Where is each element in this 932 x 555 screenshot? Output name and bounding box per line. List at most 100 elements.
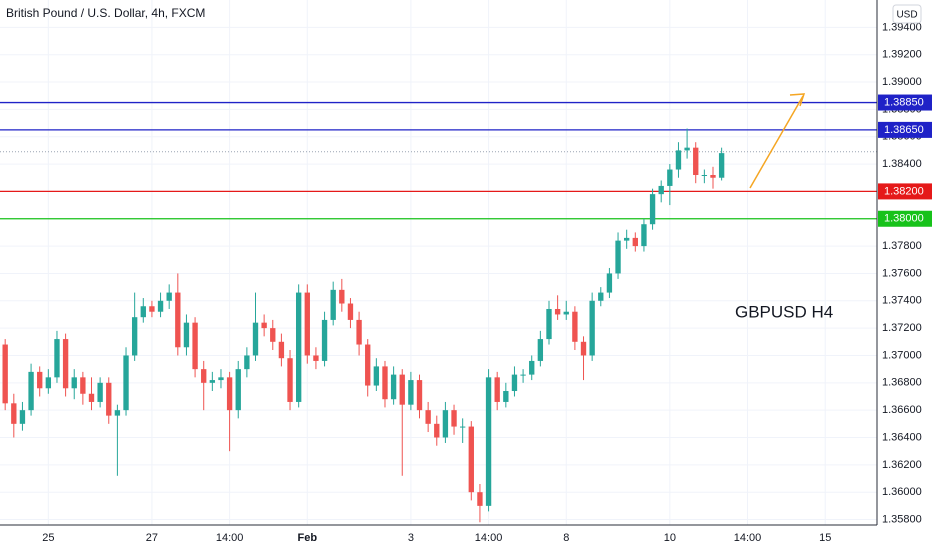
candle-body xyxy=(580,341,587,356)
candle-body xyxy=(425,410,431,424)
candle-body xyxy=(71,377,77,389)
candle-body xyxy=(149,306,155,312)
y-tick-label: 1.38400 xyxy=(882,158,922,170)
candle-body xyxy=(192,322,198,370)
candle-body xyxy=(175,292,181,348)
candle-body xyxy=(710,175,716,178)
y-tick-label: 1.36400 xyxy=(882,431,922,443)
price-axis-bg xyxy=(877,0,932,550)
x-tick-label: Feb xyxy=(298,532,318,544)
candle-body xyxy=(97,382,103,402)
candle-body xyxy=(295,292,302,402)
candles xyxy=(2,128,725,523)
candle-body xyxy=(572,311,578,342)
x-tick-label: 15 xyxy=(819,532,831,544)
y-tick-label: 1.37800 xyxy=(882,240,922,252)
y-tick-label: 1.37400 xyxy=(882,295,922,307)
arrow-head xyxy=(789,93,806,107)
candle-body xyxy=(718,153,725,178)
currency-label[interactable]: USD xyxy=(896,10,917,21)
candle-body xyxy=(451,410,457,427)
candle-body xyxy=(80,377,86,394)
candle-body xyxy=(252,322,259,356)
candle-body xyxy=(157,300,164,312)
candle-body xyxy=(287,358,293,402)
candle-body xyxy=(339,289,345,304)
x-tick-label: 14:00 xyxy=(216,532,244,544)
candle-body xyxy=(235,369,241,411)
level-label: 1.38650 xyxy=(884,124,924,136)
y-tick-label: 1.36600 xyxy=(882,404,922,416)
candle-body xyxy=(693,147,699,175)
candle-body xyxy=(19,410,26,424)
candle-body xyxy=(226,377,233,411)
level-tag xyxy=(878,94,932,111)
candle-body xyxy=(114,410,121,416)
candle-body xyxy=(183,322,190,348)
level-tag xyxy=(878,183,932,200)
candle-body xyxy=(382,366,388,400)
annotation: GBPUSD H4 xyxy=(735,302,833,321)
candle-body xyxy=(54,339,60,378)
candle-body xyxy=(261,322,267,329)
candle-body xyxy=(442,410,449,438)
y-tick-label: 1.36000 xyxy=(882,486,922,498)
candle-body xyxy=(356,319,362,345)
level-label: 1.38850 xyxy=(884,96,924,108)
candle-body xyxy=(347,303,354,320)
candle-body xyxy=(270,328,276,342)
candle-body xyxy=(598,292,604,301)
currency-button[interactable] xyxy=(892,4,922,24)
candle-body xyxy=(209,380,216,383)
candle-body xyxy=(304,292,310,356)
candle-body xyxy=(606,273,613,293)
candle-body xyxy=(434,423,440,438)
candle-body xyxy=(313,355,319,361)
candle-body xyxy=(477,492,483,506)
candle-body xyxy=(563,311,569,315)
level-label: 1.38200 xyxy=(884,185,924,197)
candle-body xyxy=(649,194,656,225)
candle-body xyxy=(365,344,371,386)
candle-body xyxy=(45,377,52,389)
trend-arrow xyxy=(749,95,804,189)
candle-body xyxy=(278,341,285,359)
candle-body xyxy=(503,391,509,402)
x-tick-label: 14:00 xyxy=(734,532,762,544)
candle-body xyxy=(675,150,682,170)
candle-body xyxy=(106,382,112,416)
candle-body xyxy=(28,371,34,411)
level-tag xyxy=(878,121,932,138)
candle-body xyxy=(529,360,535,375)
candle-body xyxy=(546,308,552,340)
candle-body xyxy=(494,377,500,402)
x-tick-label: 27 xyxy=(146,532,158,544)
candle-body xyxy=(416,380,423,411)
candle-body xyxy=(667,169,673,186)
candle-body xyxy=(511,374,518,392)
candle-body xyxy=(623,237,630,241)
candle-body xyxy=(399,374,405,405)
candle-body xyxy=(701,175,708,176)
levels xyxy=(0,101,877,220)
candle-body xyxy=(615,240,621,274)
candle-body xyxy=(166,292,172,301)
candle-body xyxy=(589,300,595,356)
x-tick-label: 3 xyxy=(408,532,414,544)
y-tick-label: 1.35800 xyxy=(882,513,922,525)
candle-body xyxy=(632,237,638,247)
candle-body xyxy=(641,224,647,247)
candle-body xyxy=(218,377,224,381)
candle-body xyxy=(390,374,397,400)
x-tick-label: 25 xyxy=(42,532,54,544)
candle-body xyxy=(658,185,664,195)
candle-body xyxy=(554,308,561,315)
y-tick-label: 1.36200 xyxy=(882,459,922,471)
candle-body xyxy=(408,380,414,405)
y-tick-label: 1.37200 xyxy=(882,322,922,334)
candle-body xyxy=(537,339,544,361)
candle-body xyxy=(140,306,146,318)
chart-title: British Pound / U.S. Dollar, 4h, FXCM xyxy=(6,6,205,20)
y-tick-label: 1.36800 xyxy=(882,377,922,389)
y-tick-label: 1.39400 xyxy=(882,21,922,33)
